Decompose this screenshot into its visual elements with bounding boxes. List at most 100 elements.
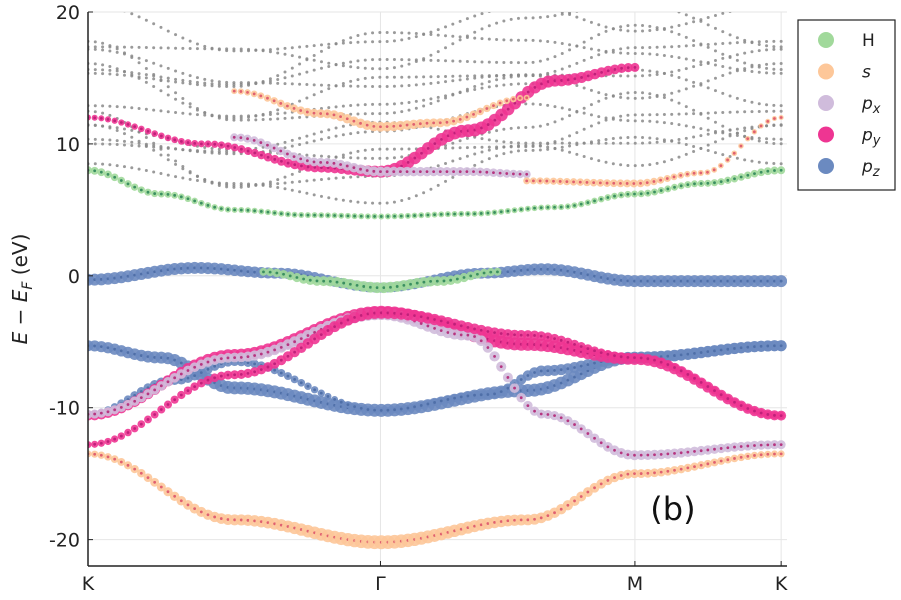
band-core-point	[299, 157, 303, 161]
band-point	[385, 147, 389, 151]
band-core-point	[173, 494, 177, 498]
band-point	[436, 28, 440, 32]
band-point	[414, 75, 418, 79]
band-core-point	[279, 149, 283, 153]
band-core-point	[493, 331, 496, 334]
band-point	[480, 137, 484, 141]
band-point	[122, 52, 126, 56]
band-core-point	[293, 377, 297, 381]
band-point	[757, 70, 761, 74]
band-point	[495, 84, 499, 88]
band-point	[261, 79, 265, 83]
band-core-point	[525, 179, 529, 183]
band-core-point	[335, 280, 339, 284]
band-point	[312, 193, 316, 197]
band-core-point	[779, 443, 783, 447]
band-point	[195, 80, 199, 84]
band-point	[422, 104, 426, 108]
band-point	[655, 28, 659, 32]
band-point	[290, 144, 294, 148]
band-core-point	[573, 77, 577, 81]
band-point	[582, 58, 586, 62]
band-point	[728, 55, 732, 59]
band-core-point	[366, 214, 370, 218]
band-core-point	[266, 96, 269, 100]
band-point	[210, 114, 214, 118]
band-point	[487, 60, 491, 64]
band-point	[575, 84, 579, 88]
band-core-point	[305, 110, 309, 114]
band-core-point	[206, 266, 210, 270]
band-point	[283, 70, 287, 74]
band-core-point	[706, 181, 710, 185]
band-point	[779, 62, 783, 66]
band-point	[108, 163, 112, 167]
band-point	[239, 116, 243, 120]
band-point	[181, 167, 185, 171]
band-point	[385, 102, 389, 106]
band-core-point	[666, 452, 670, 456]
band-point	[144, 76, 148, 80]
band-point	[115, 73, 119, 77]
band-core-point	[299, 213, 303, 217]
band-point	[656, 4, 659, 7]
band-point	[327, 61, 331, 65]
band-point	[305, 134, 309, 138]
band-point	[247, 185, 251, 189]
band-core-point	[525, 96, 529, 100]
band-core-point	[553, 414, 556, 417]
band-point	[684, 13, 688, 17]
band-point	[487, 24, 491, 28]
band-point	[604, 29, 608, 33]
band-core-point	[253, 519, 257, 523]
band-point	[363, 112, 367, 116]
band-point	[152, 108, 156, 112]
band-point	[465, 60, 469, 64]
band-point	[560, 148, 564, 152]
band-core-point	[273, 368, 277, 372]
band-point	[181, 148, 185, 152]
band-core-point	[473, 393, 476, 397]
band-point	[619, 163, 623, 167]
band-point	[713, 89, 717, 93]
band-core-point	[466, 394, 470, 398]
band-point	[130, 74, 134, 78]
band-core-point	[719, 348, 723, 352]
band-core-point	[633, 66, 637, 69]
band-point	[487, 145, 491, 149]
band-core-point	[513, 208, 516, 212]
band-point	[407, 58, 411, 62]
band-core-point	[328, 280, 332, 283]
band-point	[312, 54, 316, 58]
band-point	[392, 75, 396, 79]
band-point	[743, 158, 747, 162]
band-core-point	[306, 213, 310, 217]
band-core-point	[355, 284, 359, 287]
band-core-point	[306, 165, 310, 169]
band-core-point	[666, 469, 670, 473]
band-point	[429, 97, 433, 101]
band-point	[750, 69, 754, 73]
band-point	[385, 58, 389, 62]
band-point	[436, 127, 440, 131]
band-point	[123, 12, 126, 13]
band-core-point	[673, 279, 676, 283]
band-point	[677, 56, 681, 60]
band-point	[341, 64, 345, 68]
band-core-point	[659, 355, 663, 359]
band-point	[473, 84, 477, 88]
band-point	[524, 73, 528, 77]
band-core-point	[419, 404, 423, 407]
band-core-point	[726, 279, 730, 283]
band-point	[305, 141, 309, 145]
band-point	[283, 181, 287, 185]
band-point	[144, 169, 148, 173]
band-point	[130, 143, 134, 147]
band-point	[305, 70, 309, 74]
band-core-point	[319, 160, 323, 164]
band-point	[546, 145, 550, 149]
legend-marker-px	[818, 95, 834, 111]
band-core-point	[106, 455, 110, 459]
band-core-point	[726, 446, 730, 450]
band-point	[283, 82, 287, 86]
